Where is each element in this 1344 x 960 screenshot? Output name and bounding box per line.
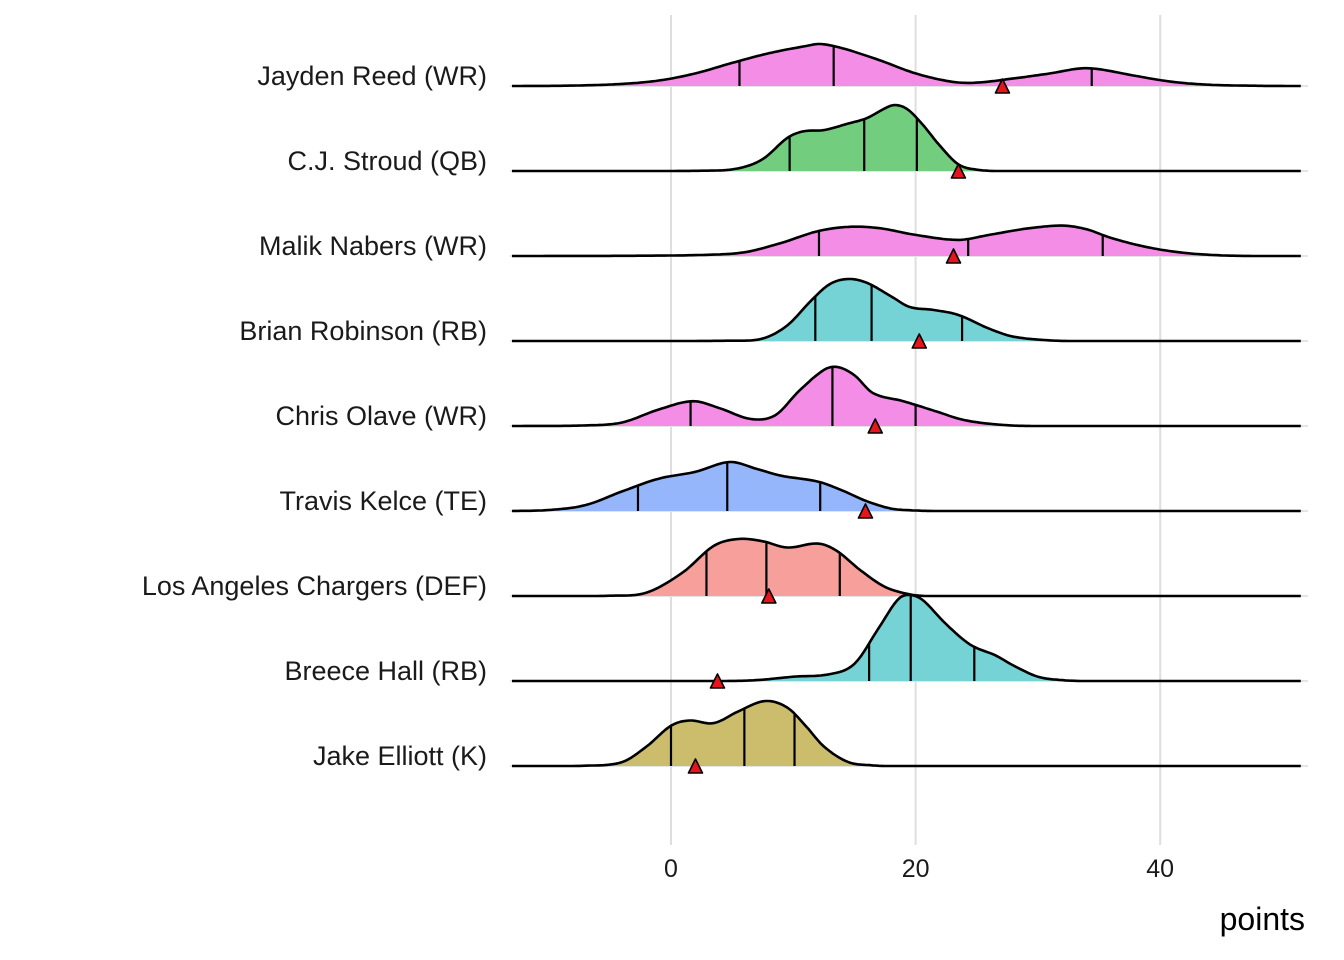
y-axis-labels: Jayden Reed (WR) C.J. Stroud (QB) Malik Na… (142, 61, 487, 771)
y-axis-label: Los Angeles Chargers (DEF) (142, 571, 487, 601)
ridge-malik-nabers-wr (512, 224, 1301, 264)
actual-points-marker (709, 673, 726, 689)
y-axis-label: Travis Kelce (TE) (279, 486, 487, 516)
density-area (512, 462, 1301, 511)
density-outline (512, 42, 1301, 88)
density-area (512, 366, 1301, 426)
density-outline (512, 699, 1301, 768)
actual-points-marker (687, 758, 704, 774)
y-axis-label: Malik Nabers (WR) (259, 231, 487, 261)
x-axis-ticks: 0 20 40 (664, 855, 1174, 883)
ridges (511, 42, 1301, 774)
actual-points-marker (867, 418, 884, 434)
y-axis-label: Jayden Reed (WR) (257, 61, 487, 91)
x-tick-label: 0 (664, 855, 678, 883)
ridge-los-angeles-chargers-def (512, 537, 1301, 604)
ridge-travis-kelce-te (511, 460, 1301, 519)
actual-points-marker (945, 248, 962, 264)
x-tick-label: 20 (902, 855, 930, 883)
density-area (512, 701, 1301, 766)
ridge-chris-olave-wr (512, 365, 1301, 434)
density-outline (512, 537, 1301, 598)
density-area (512, 279, 1301, 341)
density-area (512, 44, 1301, 86)
ridge-jake-elliott-k (512, 699, 1301, 774)
density-outline (512, 593, 1301, 683)
density-area (512, 105, 1301, 171)
x-axis-title: points (1220, 901, 1305, 937)
y-axis-label: Brian Robinson (RB) (239, 316, 487, 346)
actual-points-marker (761, 588, 777, 604)
density-outline (511, 460, 1301, 513)
density-area (512, 538, 1301, 596)
actual-points-marker (857, 503, 874, 519)
density-outline (512, 365, 1301, 428)
x-tick-label: 40 (1146, 855, 1174, 883)
ridge-brian-robinson-rb (512, 277, 1301, 349)
y-axis-label: Jake Elliott (K) (313, 741, 487, 771)
actual-points-marker (950, 163, 967, 179)
density-outline (512, 103, 1301, 173)
ridge-c-j-stroud-qb (512, 103, 1301, 179)
ridge-jayden-reed-wr (512, 42, 1301, 94)
y-axis-label: Breece Hall (RB) (284, 656, 487, 686)
density-outline (512, 277, 1301, 343)
y-axis-label: Chris Olave (WR) (275, 401, 487, 431)
density-area (512, 595, 1301, 681)
ridge-breece-hall-rb (512, 593, 1301, 689)
actual-points-marker (994, 78, 1011, 94)
actual-points-marker (911, 333, 928, 349)
y-axis-label: C.J. Stroud (QB) (287, 146, 487, 176)
density-outline (512, 224, 1301, 258)
